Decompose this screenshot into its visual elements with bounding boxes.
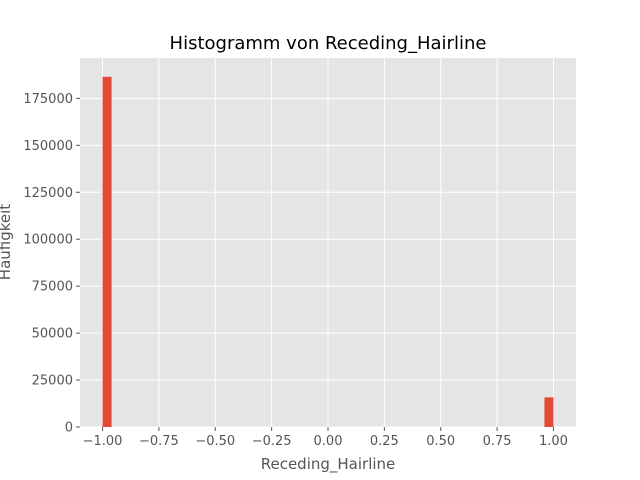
- chart-title: Histogramm von Receding_Hairline: [170, 33, 487, 54]
- y-axis-ticks: 0 25000 50000 75000 100000 125000 150000 175000: [23, 92, 80, 436]
- x-tick-label: −0.25: [252, 434, 292, 449]
- y-tick-label: 175000: [23, 92, 73, 107]
- y-axis-label: Häufigkeit: [0, 204, 14, 280]
- y-tick-label: 150000: [23, 139, 73, 154]
- histogram-bar: [102, 76, 112, 427]
- histogram-bar: [544, 397, 554, 427]
- x-axis-ticks: −1.00 −0.75 −0.50 −0.25 0.00 0.25 0.50 0.75 1.00: [83, 427, 568, 449]
- y-tick-label: 75000: [32, 280, 73, 295]
- y-tick-label: 100000: [23, 233, 73, 248]
- x-tick-label: −0.75: [139, 434, 179, 449]
- x-tick-label: 1.00: [539, 434, 568, 449]
- x-tick-label: 0.75: [483, 434, 512, 449]
- x-tick-label: −1.00: [83, 434, 123, 449]
- y-tick-label: 125000: [23, 186, 73, 201]
- x-tick-label: 0.25: [370, 434, 399, 449]
- x-tick-label: 0.00: [314, 434, 343, 449]
- x-tick-label: 0.50: [426, 434, 455, 449]
- histogram-bars: [102, 76, 554, 427]
- y-tick-label: 50000: [32, 327, 73, 342]
- y-tick-label: 25000: [32, 374, 73, 389]
- x-tick-label: −0.50: [195, 434, 235, 449]
- x-axis-label: Receding_Hairline: [261, 455, 396, 474]
- y-tick-label: 0: [65, 421, 73, 436]
